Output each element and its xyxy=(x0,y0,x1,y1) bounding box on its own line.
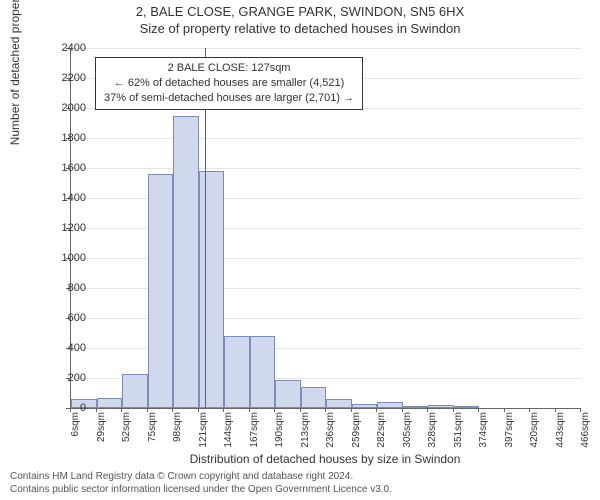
histogram-bar xyxy=(224,336,250,408)
histogram-bar xyxy=(250,336,276,408)
footer-line-1: Contains HM Land Registry data © Crown c… xyxy=(10,471,392,484)
footer-line-2: Contains public sector information licen… xyxy=(10,484,392,497)
x-tick-label: 305sqm xyxy=(402,412,413,472)
x-tick-label: 466sqm xyxy=(580,412,591,472)
x-tick-label: 98sqm xyxy=(172,412,183,472)
chart-container: 2, BALE CLOSE, GRANGE PARK, SWINDON, SN5… xyxy=(0,0,600,500)
x-tick-label: 121sqm xyxy=(198,412,209,472)
y-tick-label: 1000 xyxy=(36,252,86,264)
histogram-bar xyxy=(122,374,148,409)
x-tick-label: 374sqm xyxy=(478,412,489,472)
x-tick-label: 75sqm xyxy=(147,412,158,472)
histogram-bar xyxy=(275,380,301,409)
y-tick-label: 400 xyxy=(36,342,86,354)
x-tick-label: 351sqm xyxy=(453,412,464,472)
gridline xyxy=(71,168,581,169)
x-tick-label: 443sqm xyxy=(555,412,566,472)
histogram-bar xyxy=(148,174,174,408)
x-tick-label: 236sqm xyxy=(325,412,336,472)
x-tick-label: 213sqm xyxy=(300,412,311,472)
histogram-bar xyxy=(97,398,123,409)
histogram-bar xyxy=(377,402,403,408)
y-tick-label: 1600 xyxy=(36,162,86,174)
histogram-bar xyxy=(428,405,454,408)
x-tick-label: 282sqm xyxy=(376,412,387,472)
footer-attribution: Contains HM Land Registry data © Crown c… xyxy=(10,471,392,496)
y-tick-label: 1800 xyxy=(36,132,86,144)
annotation-box: 2 BALE CLOSE: 127sqm← 62% of detached ho… xyxy=(95,57,363,110)
x-tick-label: 29sqm xyxy=(96,412,107,472)
histogram-bar xyxy=(173,116,199,409)
y-tick-label: 1200 xyxy=(36,222,86,234)
x-tick-label: 167sqm xyxy=(249,412,260,472)
annotation-line-1: 2 BALE CLOSE: 127sqm xyxy=(104,61,354,76)
y-tick-label: 800 xyxy=(36,282,86,294)
x-tick-label: 52sqm xyxy=(121,412,132,472)
x-tick-label: 6sqm xyxy=(70,412,81,472)
histogram-bar xyxy=(199,171,225,408)
y-tick-label: 1400 xyxy=(36,192,86,204)
chart-title: 2, BALE CLOSE, GRANGE PARK, SWINDON, SN5… xyxy=(0,4,600,19)
annotation-line-3: 37% of semi-detached houses are larger (… xyxy=(104,91,354,106)
gridline xyxy=(71,138,581,139)
y-tick-label: 200 xyxy=(36,372,86,384)
chart-subtitle: Size of property relative to detached ho… xyxy=(0,21,600,36)
x-tick-label: 328sqm xyxy=(427,412,438,472)
y-tick-label: 2400 xyxy=(36,42,86,54)
histogram-bar xyxy=(301,387,327,408)
x-tick-label: 144sqm xyxy=(223,412,234,472)
histogram-bar xyxy=(403,406,429,408)
x-tick-label: 397sqm xyxy=(504,412,515,472)
y-axis-label: Number of detached properties xyxy=(8,0,22,145)
histogram-bar xyxy=(454,406,480,408)
x-tick-label: 190sqm xyxy=(274,412,285,472)
x-tick-label: 259sqm xyxy=(351,412,362,472)
y-tick-label: 600 xyxy=(36,312,86,324)
x-tick-label: 420sqm xyxy=(529,412,540,472)
y-tick-label: 2000 xyxy=(36,102,86,114)
histogram-bar xyxy=(352,404,378,409)
annotation-line-2: ← 62% of detached houses are smaller (4,… xyxy=(104,76,354,91)
y-tick-label: 2200 xyxy=(36,72,86,84)
gridline xyxy=(71,48,581,49)
histogram-bar xyxy=(326,399,352,408)
